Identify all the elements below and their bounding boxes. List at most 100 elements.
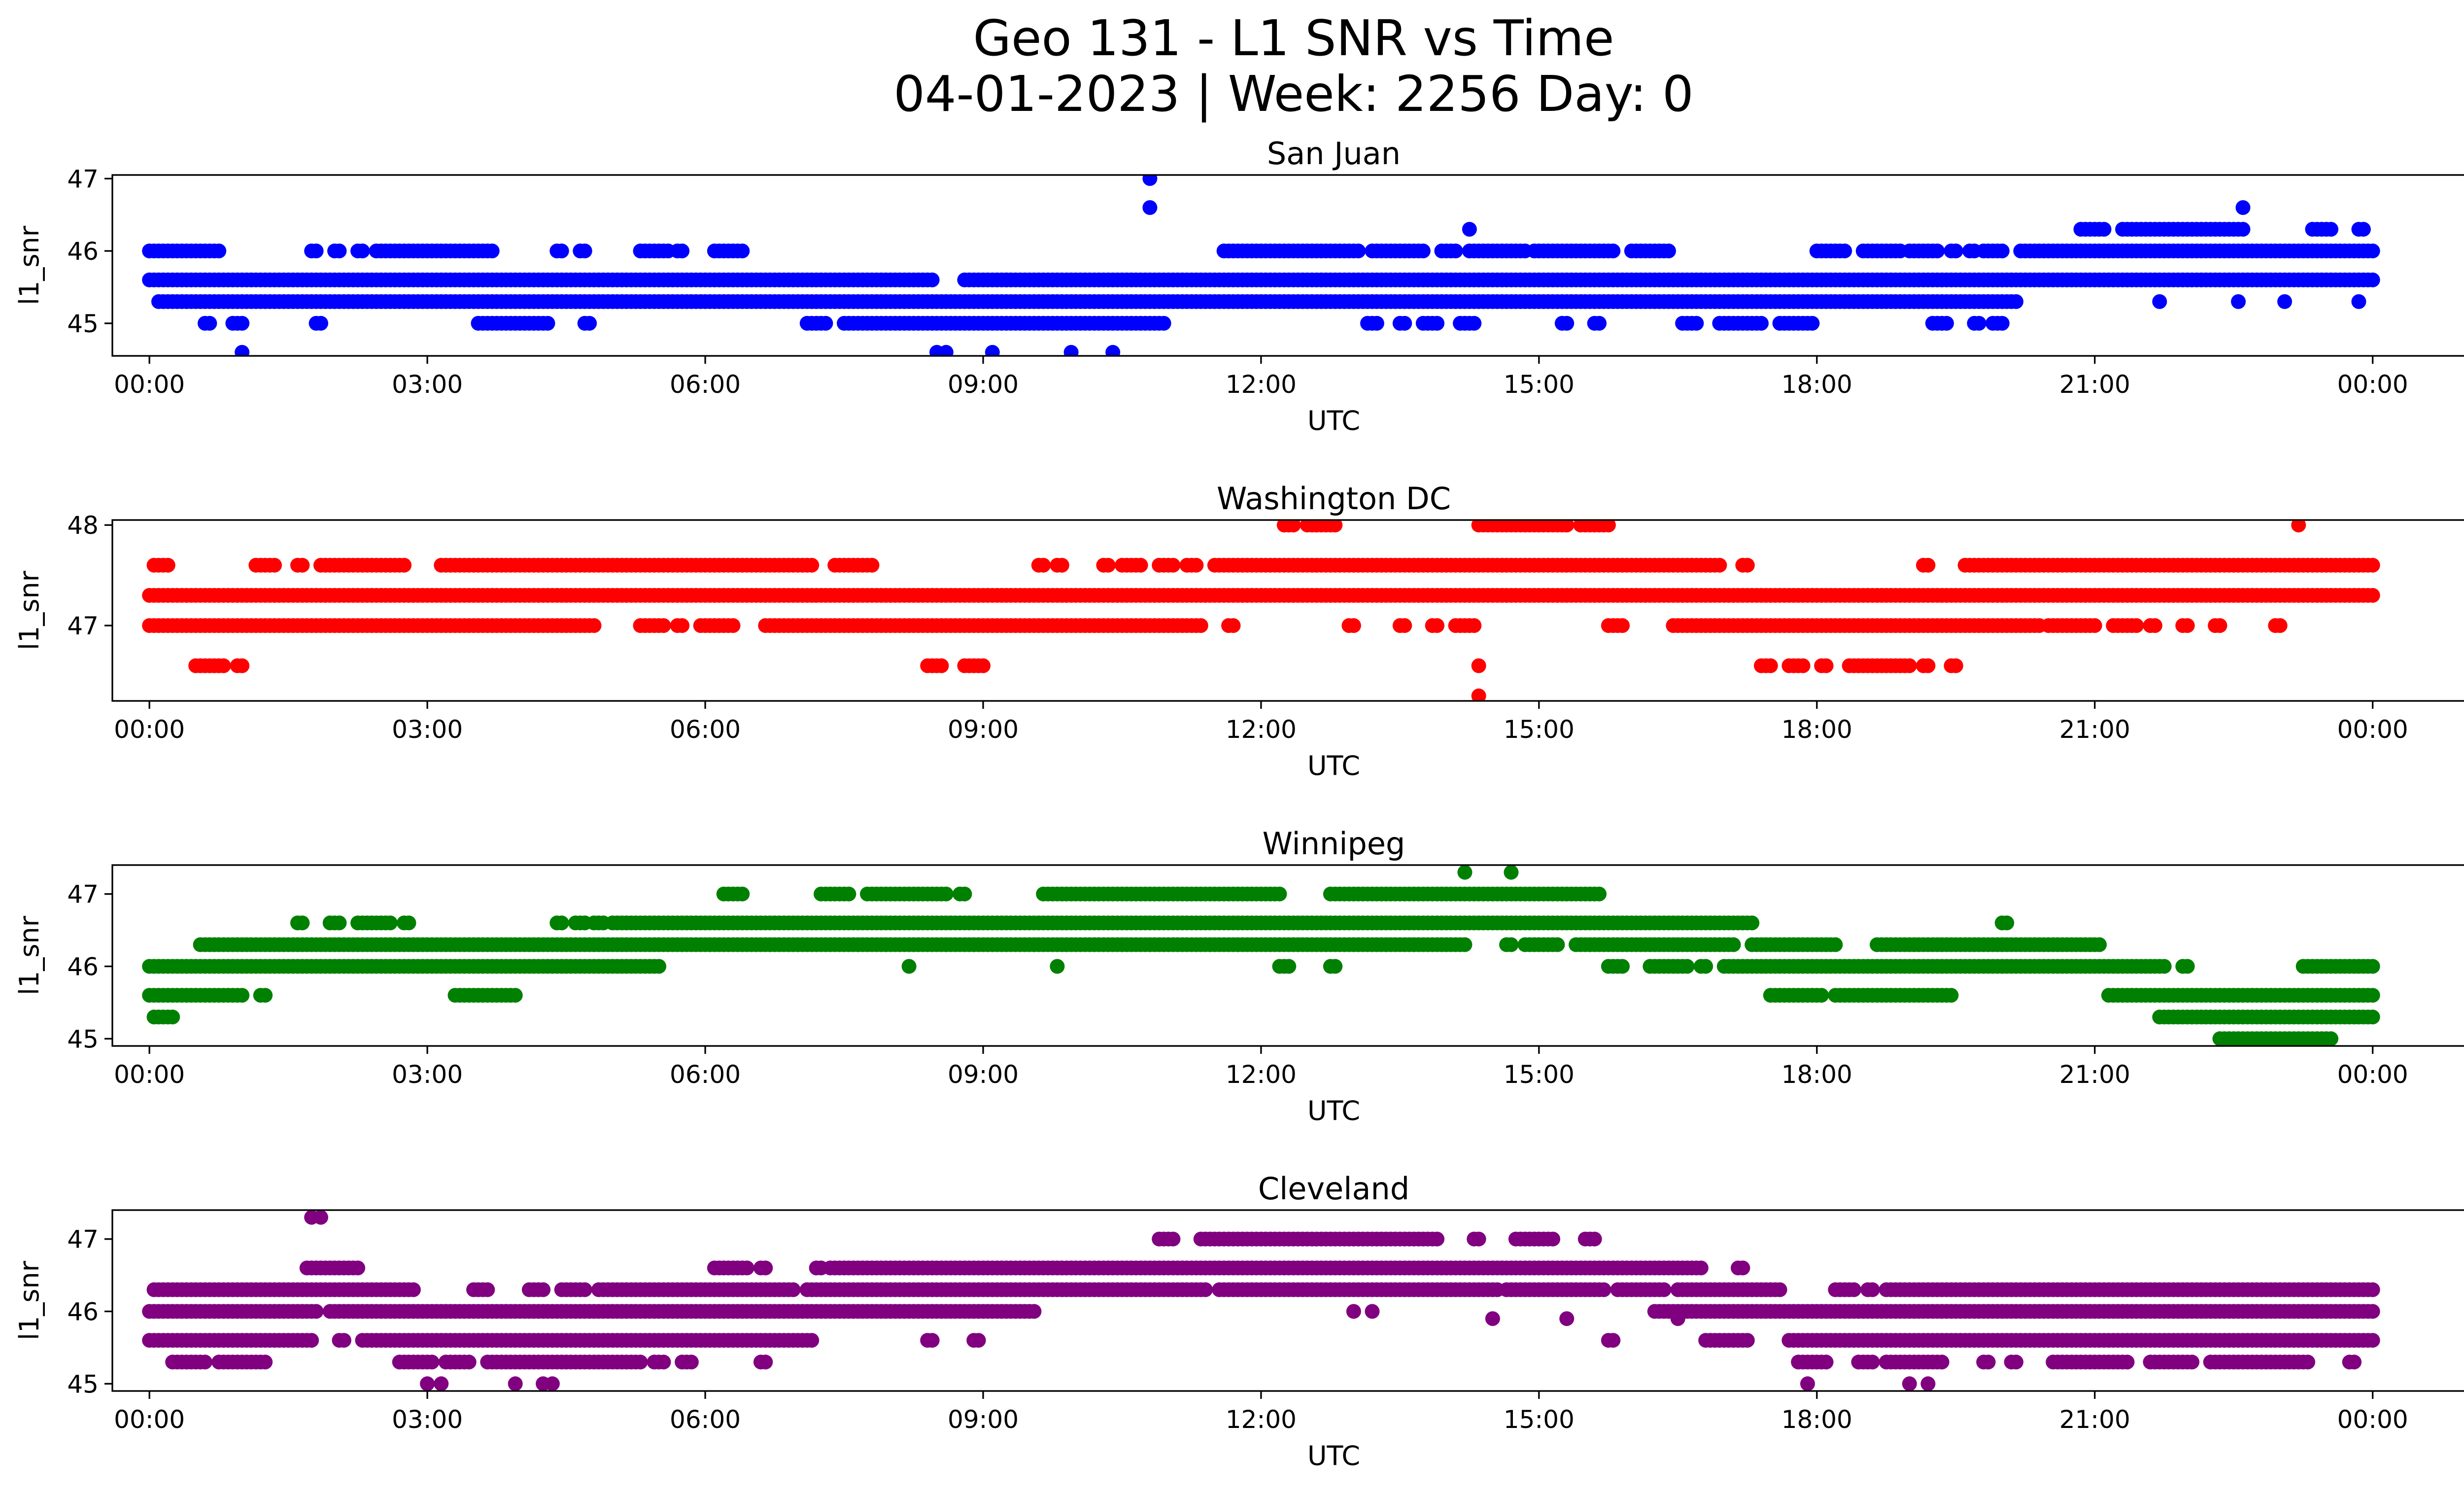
subplot-3: 00:00 03:00 06:00 09:00 12:00 15:00 18:00 21:00… — [14, 826, 2464, 1126]
data-point — [295, 557, 310, 573]
data-point — [2009, 294, 2023, 309]
data-point — [1063, 345, 1079, 356]
data-point — [1226, 618, 1241, 633]
data-point — [1415, 243, 1431, 259]
x-tick-label: 00:00 — [114, 715, 185, 744]
figure-title-line2: 04-01-2023 | Week: 2256 Day: 0 — [893, 65, 1693, 123]
data-point — [2365, 1282, 2380, 1297]
data-point — [1346, 618, 1361, 633]
data-point — [2235, 200, 2251, 215]
data-point — [1679, 959, 1695, 974]
data-point — [901, 959, 917, 974]
x-axis-label: UTC — [1307, 1095, 1360, 1126]
data-point — [1328, 959, 1343, 974]
data-point — [1615, 959, 1630, 974]
x-tick-label: 21:00 — [2059, 370, 2130, 399]
data-point — [1795, 658, 1811, 673]
data-point — [304, 1333, 319, 1348]
data-point — [1994, 315, 2010, 331]
data-point — [1805, 315, 1820, 331]
data-point — [938, 886, 954, 902]
data-point — [1865, 1282, 1880, 1297]
data-point — [1740, 557, 1755, 573]
data-point — [1369, 315, 1384, 331]
data-point — [308, 243, 324, 259]
data-point — [1698, 959, 1713, 974]
data-point — [382, 915, 398, 931]
data-point — [1559, 520, 1574, 533]
x-tick-label: 15:00 — [1504, 1060, 1574, 1089]
x-tick-label: 09:00 — [948, 370, 1019, 399]
data-point — [1939, 315, 1954, 331]
data-point — [2180, 618, 2195, 633]
data-point — [2365, 588, 2380, 603]
data-point — [1606, 1333, 1621, 1348]
data-point — [165, 1009, 180, 1025]
data-point — [508, 988, 523, 1003]
x-tick-label: 00:00 — [114, 1060, 185, 1089]
data-point — [2365, 1304, 2380, 1319]
data-point — [656, 618, 671, 633]
data-point — [202, 315, 217, 331]
data-point — [1656, 1282, 1672, 1297]
data-point — [406, 1282, 421, 1297]
data-point — [1818, 658, 1834, 673]
data-point — [540, 315, 555, 331]
data-point — [1100, 557, 1116, 573]
data-point — [1944, 988, 1959, 1003]
data-point — [2156, 959, 2172, 974]
data-point — [924, 272, 940, 287]
data-point — [2356, 222, 2371, 237]
data-point — [725, 618, 741, 633]
data-point — [1272, 886, 1287, 902]
data-point — [1559, 315, 1574, 331]
data-point — [1814, 988, 1829, 1003]
y-tick-label: 48 — [67, 511, 99, 540]
data-point — [1281, 959, 1297, 974]
data-point — [841, 886, 856, 902]
subplots: 00:00 03:00 06:00 09:00 12:00 15:00 18:00 21:00… — [14, 136, 2464, 1471]
data-point — [1661, 243, 1676, 259]
data-point — [1592, 315, 1607, 331]
data-point — [484, 243, 500, 259]
data-point — [1828, 937, 1843, 952]
y-tick-label: 46 — [67, 953, 99, 981]
data-point — [216, 658, 231, 673]
data-point — [1397, 618, 1412, 633]
data-point — [2365, 272, 2380, 287]
data-point — [1165, 557, 1181, 573]
data-point — [804, 1333, 820, 1348]
data-point — [1105, 345, 1121, 356]
axes-frame — [111, 864, 2464, 1047]
data-point — [2235, 222, 2251, 237]
x-tick-label: 15:00 — [1504, 370, 1574, 399]
data-point — [1462, 222, 1477, 237]
axes-frame — [111, 519, 2464, 702]
data-point — [1027, 1304, 1042, 1319]
data-point — [1601, 520, 1616, 533]
data-point — [480, 1282, 495, 1297]
data-point — [938, 345, 954, 356]
data-point — [332, 915, 347, 931]
data-point — [1504, 937, 1519, 952]
data-point — [1948, 658, 1963, 673]
y-tick-label: 46 — [67, 237, 99, 266]
data-point — [2096, 222, 2112, 237]
data-point — [582, 315, 597, 331]
data-point — [924, 1333, 940, 1348]
data-point — [999, 272, 1014, 287]
data-point — [2291, 520, 2306, 533]
data-point — [1286, 520, 1301, 533]
subplot-title: Winnipeg — [1263, 826, 1405, 862]
x-tick-label: 15:00 — [1504, 715, 1574, 744]
data-point — [651, 959, 667, 974]
x-tick-label: 21:00 — [2059, 1060, 2130, 1089]
data-point — [735, 886, 750, 902]
data-point — [1606, 243, 1621, 259]
data-point — [1837, 243, 1852, 259]
data-point — [2351, 294, 2366, 309]
data-point — [2365, 243, 2380, 259]
data-point — [1142, 200, 1158, 215]
series-points — [142, 520, 2380, 701]
